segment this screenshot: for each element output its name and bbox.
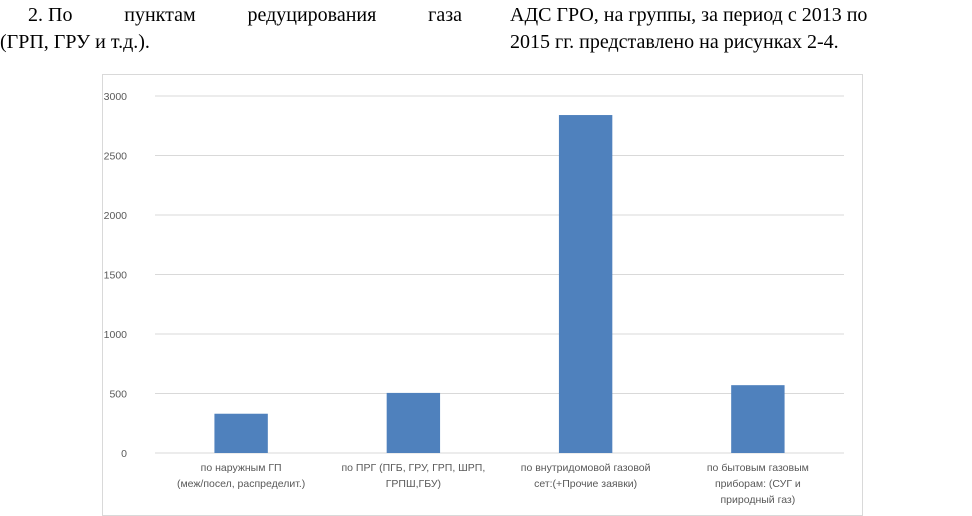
bar — [386, 392, 441, 453]
y-tick-label: 1000 — [104, 329, 128, 341]
x-tick-label: по внутридомовой газовой сет:(+Прочие зая… — [521, 462, 651, 490]
word: редуцирования — [247, 4, 377, 26]
paragraph-right-line-2: 2015 гг. представлено на рисунках 2-4. — [510, 31, 839, 53]
bar — [731, 385, 785, 453]
x-tick-label: по наружным ГП (меж/посел, распределит.) — [177, 462, 305, 490]
x-tick-label: по ПРГ (ПГБ, ГРУ, ГРП, ШРП, ГРПШ,ГБУ) — [341, 462, 485, 490]
list-item-number-text: 2. По — [28, 4, 73, 26]
paragraph-left-line-2: (ГРП, ГРУ и т.д.). — [0, 31, 150, 53]
bar — [214, 413, 268, 453]
chart-canvas: 0 500 1000 1500 2000 2500 3000 по наружным ГП (м… — [104, 91, 844, 506]
word: газа — [428, 4, 462, 26]
y-tick-label: 1500 — [104, 270, 128, 282]
bar — [558, 115, 613, 453]
paragraph-left: 2. По пунктам редуцирования газа (ГРП, Г… — [0, 2, 462, 56]
y-tick-label: 0 — [121, 448, 127, 460]
paragraph-right: АДС ГРО, на группы, за период с 2013 по … — [510, 2, 972, 56]
paragraph-right-line-1: АДС ГРО, на группы, за период с 2013 по — [510, 4, 868, 26]
y-tick-label: 2000 — [104, 210, 128, 222]
x-tick-label: по бытовым газовым приборам: (СУГ и природ… — [707, 462, 809, 506]
y-tick-label: 2500 — [104, 151, 128, 163]
y-tick-label: 500 — [109, 389, 127, 401]
y-tick-label: 3000 — [104, 91, 128, 103]
word: пунктам — [124, 4, 196, 26]
bar-chart: 0 500 1000 1500 2000 2500 3000 по наружным ГП (м… — [102, 74, 863, 516]
paragraph-left-line-1: 2. По пунктам редуцирования газа — [0, 2, 462, 29]
